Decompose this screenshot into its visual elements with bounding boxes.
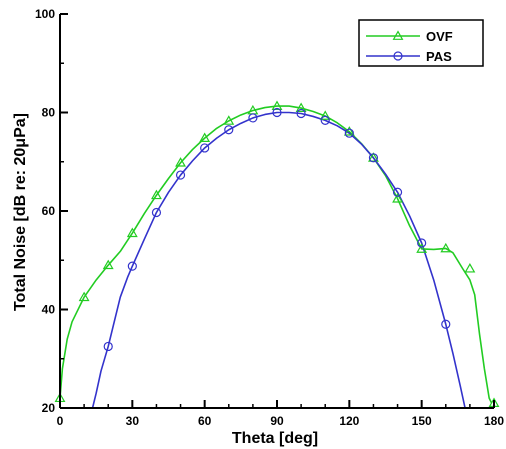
data-point-ovf	[175, 157, 186, 167]
marker-layer	[54, 100, 500, 407]
series-layer	[60, 105, 493, 408]
data-point-ovf	[151, 189, 162, 200]
data-point-ovf	[78, 291, 90, 302]
legend-box	[358, 19, 484, 67]
legend-marker-ovf	[392, 30, 404, 40]
data-point-ovf	[416, 243, 428, 253]
legend-label-pas: PAS	[426, 49, 452, 64]
data-point-pas	[103, 341, 113, 352]
data-point-ovf	[368, 152, 379, 162]
data-point-pas	[272, 107, 282, 118]
x-tick-label: 180	[484, 414, 504, 428]
data-point-ovf	[102, 259, 114, 270]
data-point-pas	[344, 128, 354, 138]
data-point-pas	[248, 113, 258, 123]
data-point-ovf	[295, 102, 307, 112]
x-tick-label: 150	[412, 414, 432, 428]
axes-layer: 20 40 60 80 100 0 30 60 90 120 150 180	[35, 7, 504, 428]
x-axis-title: Theta [deg]	[232, 430, 318, 447]
data-point-ovf	[319, 110, 331, 120]
x-tick-label: 90	[270, 414, 284, 428]
data-point-pas	[224, 125, 234, 135]
data-point-ovf	[126, 227, 138, 238]
data-point-ovf	[464, 263, 476, 273]
y-tick-label: 100	[35, 7, 55, 21]
legend-label-ovf: OVF	[426, 29, 453, 44]
data-point-pas	[417, 238, 427, 248]
data-point-pas	[151, 207, 162, 218]
series-line-pas	[91, 111, 466, 408]
legend-entry-ovf: OVF	[366, 29, 453, 44]
data-point-pas	[320, 115, 330, 125]
y-tick-label: 20	[42, 401, 56, 415]
x-tick-label: 120	[339, 414, 359, 428]
data-point-ovf	[271, 100, 283, 110]
data-point-pas	[200, 143, 210, 153]
data-point-pas	[296, 108, 306, 119]
data-point-ovf	[440, 242, 452, 253]
y-tick-label: 40	[42, 303, 56, 317]
data-point-pas	[368, 153, 379, 163]
data-point-pas	[175, 170, 186, 180]
y-tick-label: 60	[42, 204, 56, 218]
series-line-ovf	[60, 105, 493, 404]
data-point-pas	[441, 319, 451, 329]
x-tick-label: 60	[198, 414, 212, 428]
y-tick-label: 80	[42, 106, 56, 120]
y-axis-title: Total Noise [dB re: 20μPa]	[12, 113, 29, 311]
legend-marker-pas	[393, 51, 403, 61]
data-point-pas	[127, 261, 137, 271]
data-point-ovf	[223, 115, 235, 125]
legend-entry-pas: PAS	[366, 49, 452, 64]
legend: OVF PAS	[358, 19, 484, 67]
x-tick-label: 30	[126, 414, 140, 428]
data-point-ovf	[199, 132, 211, 143]
data-point-ovf	[343, 126, 355, 136]
x-tick-label: 0	[57, 414, 64, 428]
data-point-pas	[392, 187, 403, 197]
data-point-ovf	[392, 193, 403, 203]
